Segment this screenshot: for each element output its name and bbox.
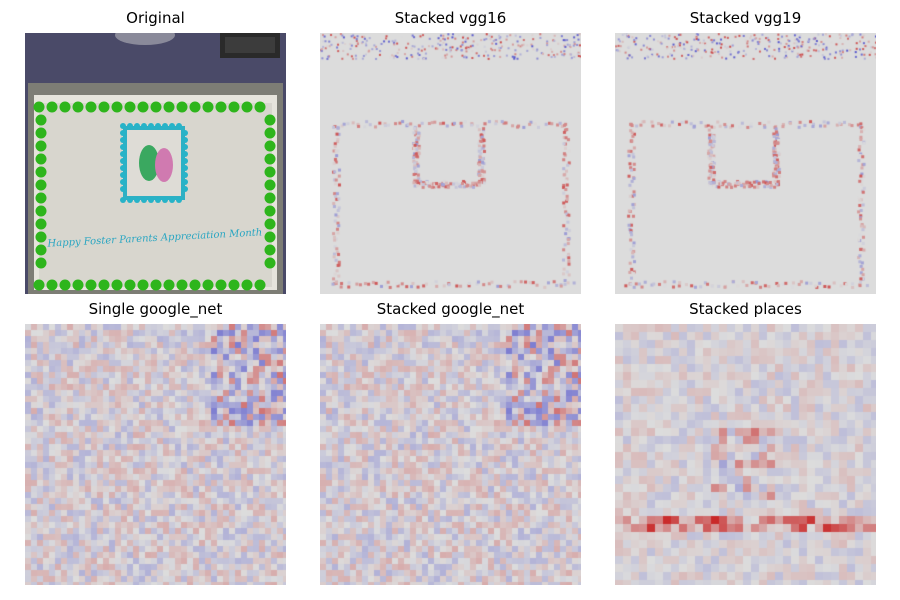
original-photo: Happy Foster Parents Appreciation Month [25,33,286,294]
cake-border [33,101,276,291]
heatmap-single-google-net [25,324,286,585]
heatmap-stacked-vgg16 [320,33,581,294]
heatmap-stacked-google-net [320,324,581,585]
panel-title: Original [126,9,185,27]
panel-title: Stacked vgg16 [394,9,507,27]
panel-title: Stacked vgg19 [689,9,802,27]
heatmap-stacked-vgg19 [615,33,876,294]
panel-title: Single google_net [88,300,223,318]
panel-title: Stacked places [689,300,802,318]
panel-title: Stacked google_net [376,300,525,318]
heatmap-stacked-places [615,324,876,585]
